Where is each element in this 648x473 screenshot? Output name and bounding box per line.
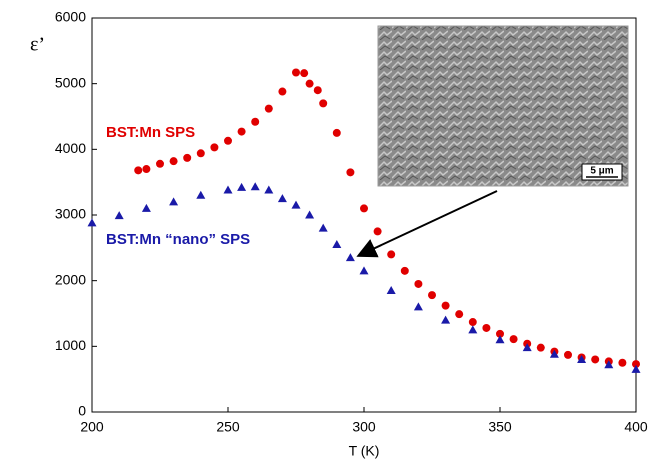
y-tick-label: 4000 <box>55 140 86 156</box>
point <box>183 153 192 162</box>
point <box>549 349 559 358</box>
y-axis-label: ε’ <box>30 34 45 56</box>
point <box>134 166 143 175</box>
x-tick-label: 400 <box>624 419 648 435</box>
point <box>345 253 355 262</box>
point <box>482 323 491 332</box>
x-tick-label: 200 <box>80 419 104 435</box>
point <box>210 143 219 152</box>
point <box>604 360 614 369</box>
point <box>156 159 164 168</box>
x-tick-label: 300 <box>352 419 376 435</box>
point <box>400 266 409 275</box>
point <box>223 185 233 194</box>
point <box>373 227 382 236</box>
point <box>496 329 504 338</box>
x-tick-label: 350 <box>488 419 512 435</box>
point <box>141 203 151 212</box>
y-tick-label: 6000 <box>55 9 86 25</box>
point <box>564 350 572 359</box>
scale-box <box>581 163 623 181</box>
point <box>319 99 328 108</box>
point <box>632 360 640 369</box>
scale-label: 5 μm <box>590 166 613 177</box>
point <box>277 194 287 203</box>
y-tick-label: 5000 <box>55 74 86 90</box>
y-tick-label: 0 <box>78 403 86 419</box>
point <box>441 315 451 324</box>
point <box>142 165 151 174</box>
point <box>495 335 505 344</box>
point <box>292 68 300 77</box>
point <box>346 168 355 177</box>
point <box>360 204 368 213</box>
point <box>169 197 179 206</box>
point <box>631 364 641 373</box>
point <box>278 87 287 96</box>
point <box>305 79 314 88</box>
y-tick-label: 2000 <box>55 271 86 287</box>
point <box>428 291 436 300</box>
point <box>591 355 600 364</box>
x-tick-label: 250 <box>216 419 240 435</box>
point <box>169 157 178 166</box>
point <box>332 128 341 137</box>
arrow <box>356 190 498 258</box>
point <box>87 218 97 227</box>
point <box>413 302 423 311</box>
x-axis-label: T (K) <box>349 443 380 459</box>
point <box>414 279 423 288</box>
point <box>305 210 315 219</box>
y-tick-label: 1000 <box>55 337 86 353</box>
point <box>224 136 232 145</box>
point <box>114 211 124 220</box>
point <box>359 266 369 275</box>
point <box>264 104 273 113</box>
point <box>313 86 322 95</box>
y-tick-label: 3000 <box>55 206 86 222</box>
point <box>386 286 396 295</box>
point <box>387 250 396 259</box>
point <box>441 301 450 310</box>
inset-image <box>377 25 629 187</box>
point <box>509 335 518 344</box>
point <box>250 182 260 191</box>
point <box>251 117 260 126</box>
point <box>237 182 247 191</box>
point <box>264 185 274 194</box>
legend-label: BST:Mn “nano” SPS <box>106 231 250 248</box>
point <box>577 354 587 363</box>
point <box>536 343 545 352</box>
point <box>455 310 464 319</box>
point <box>196 149 205 158</box>
point <box>618 358 627 367</box>
point <box>468 318 477 327</box>
point <box>196 190 206 199</box>
point <box>318 223 328 232</box>
point <box>522 343 532 352</box>
point <box>300 69 309 78</box>
point <box>332 240 342 249</box>
legend-label: BST:Mn SPS <box>106 124 195 141</box>
point <box>237 127 246 136</box>
point <box>291 200 301 209</box>
point <box>468 325 478 334</box>
